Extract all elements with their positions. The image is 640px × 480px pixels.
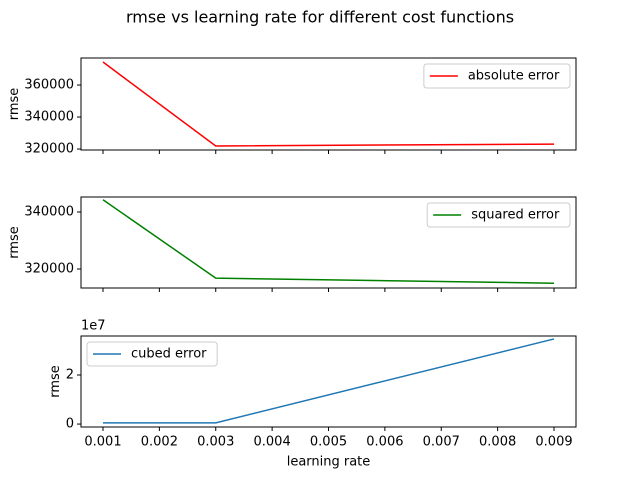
x-tick-label: 0.005 bbox=[310, 435, 347, 450]
x-tick-label: 0.009 bbox=[535, 435, 572, 450]
y-tick-label: 340000 bbox=[24, 110, 74, 125]
y-tick-label: 320000 bbox=[24, 142, 74, 157]
legend-label: cubed error bbox=[131, 347, 207, 362]
x-tick-label: 0.003 bbox=[197, 435, 234, 450]
y-axis-label: rmse bbox=[48, 365, 63, 398]
x-tick-label: 0.007 bbox=[423, 435, 460, 450]
legend-box bbox=[86, 341, 218, 367]
legend: cubed error bbox=[86, 341, 218, 367]
y-offset-label: 1e7 bbox=[81, 319, 106, 334]
data-line bbox=[102, 61, 555, 147]
x-tick-label: 0.008 bbox=[479, 435, 516, 450]
y-tick-label: 360000 bbox=[24, 78, 74, 93]
figure-title: rmse vs learning rate for different cost… bbox=[126, 8, 514, 27]
x-tick-label: 0.004 bbox=[254, 435, 291, 450]
x-tick-label: 0.002 bbox=[141, 435, 178, 450]
legend-box bbox=[426, 202, 571, 228]
y-tick-label: 340000 bbox=[24, 204, 74, 219]
x-tick-label: 0.001 bbox=[84, 435, 121, 450]
y-axis-label: rmse bbox=[7, 88, 22, 121]
legend: absolute error bbox=[423, 63, 571, 89]
legend: squared error bbox=[426, 202, 571, 228]
y-tick-label: 320000 bbox=[24, 261, 74, 276]
legend-label: squared error bbox=[471, 208, 560, 223]
legend-label: absolute error bbox=[468, 69, 560, 84]
data-line bbox=[102, 338, 555, 424]
y-tick-label: 2 bbox=[66, 368, 74, 383]
data-line bbox=[102, 199, 555, 284]
x-tick-label: 0.006 bbox=[366, 435, 403, 450]
legend-box bbox=[423, 63, 571, 89]
y-axis-label: rmse bbox=[7, 226, 22, 259]
y-tick-label: 0 bbox=[66, 417, 74, 432]
x-axis-label: learning rate bbox=[287, 455, 371, 470]
